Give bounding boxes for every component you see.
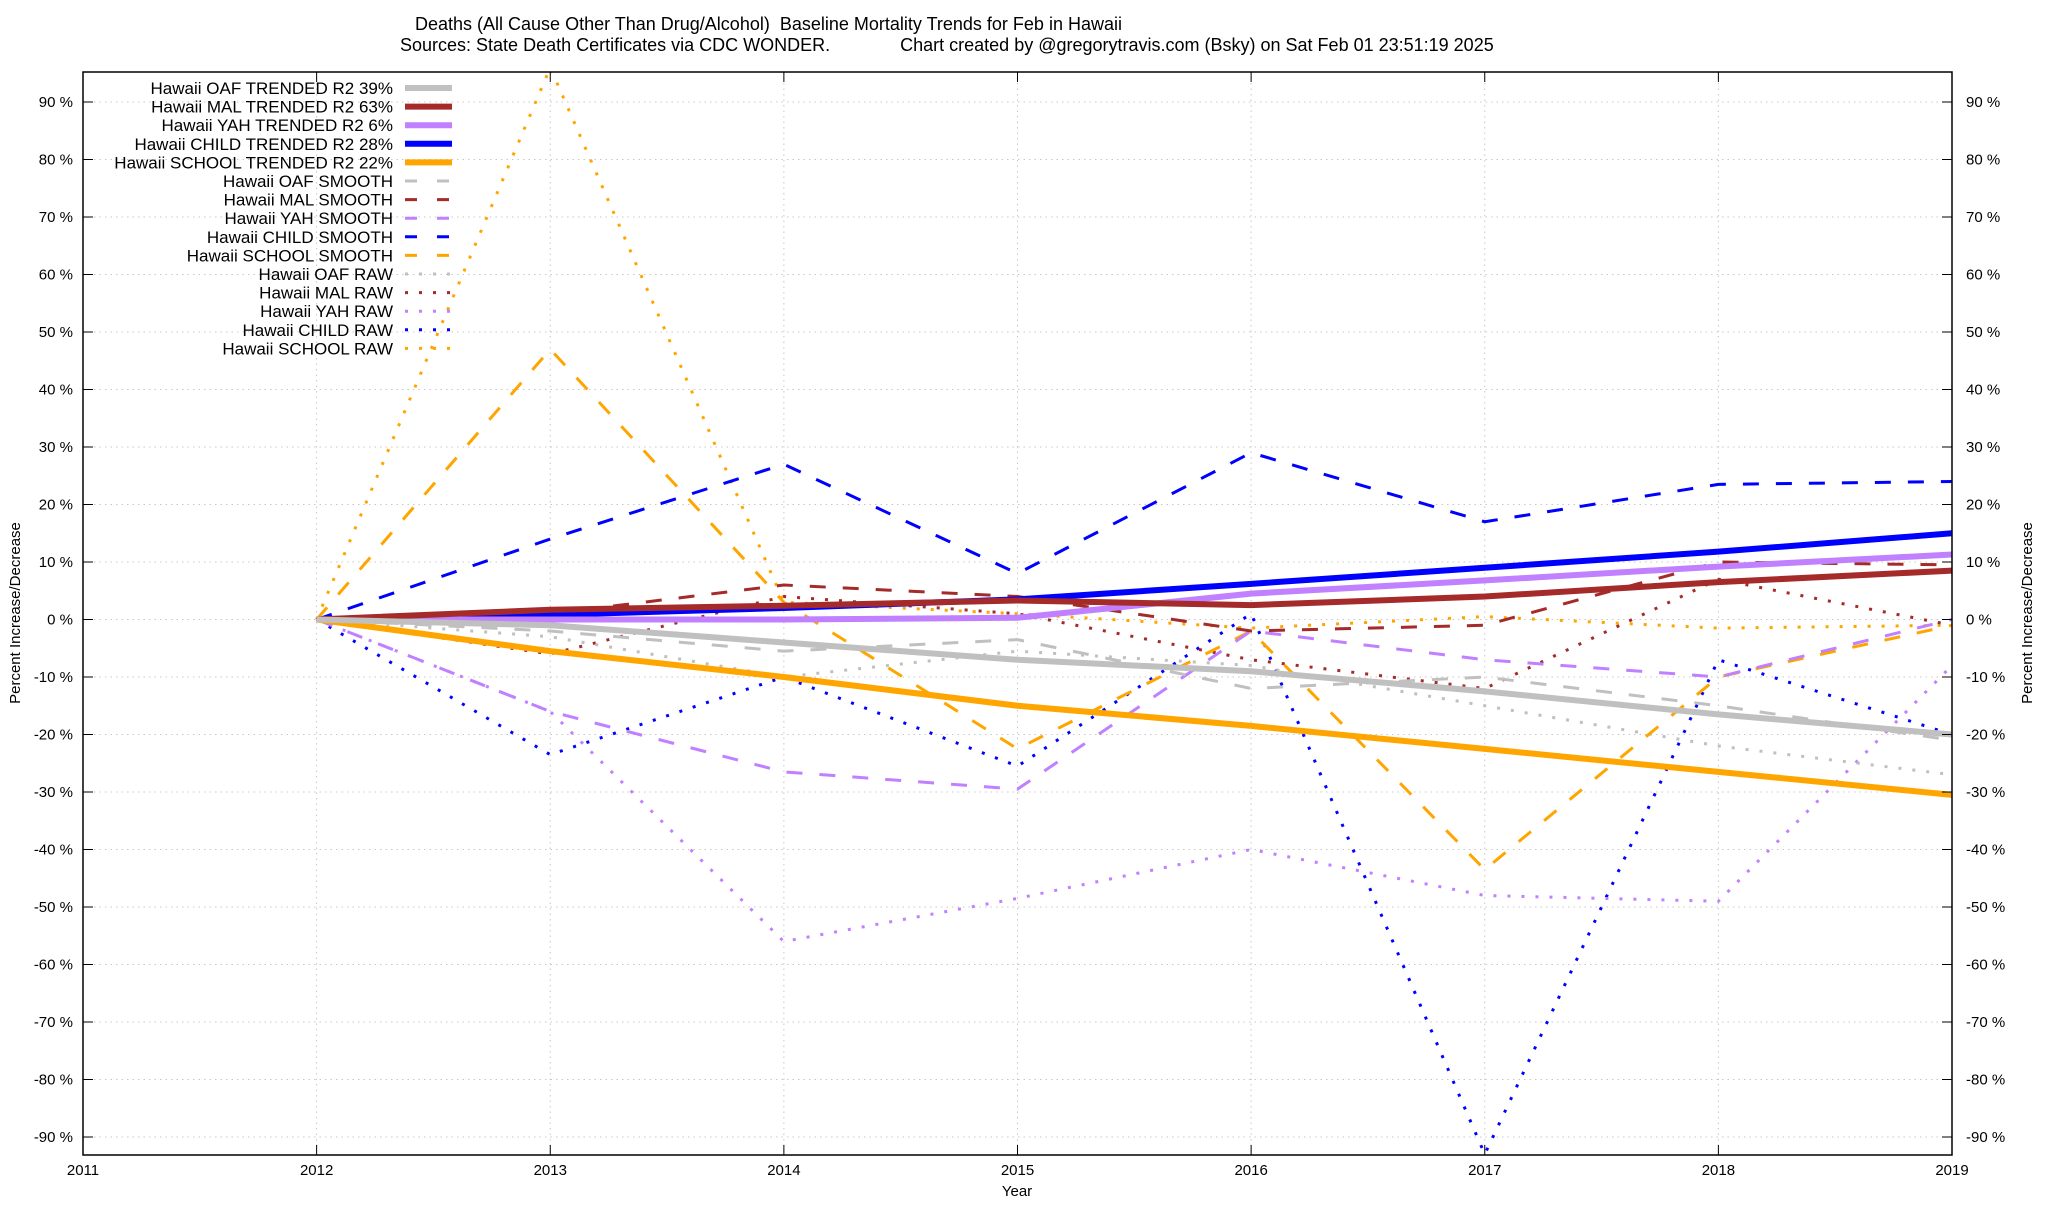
- legend-entry: Hawaii CHILD SMOOTH: [207, 228, 452, 247]
- legend-label: Hawaii OAF TRENDED R2 39%: [151, 79, 393, 98]
- legend-entry: Hawaii OAF SMOOTH: [223, 172, 452, 191]
- y-tick-label: 60 %: [39, 267, 73, 284]
- legend-entry: Hawaii MAL RAW: [259, 284, 452, 303]
- y2-tick-label: -60 %: [1966, 957, 2005, 974]
- y2-tick-label: -90 %: [1966, 1129, 2005, 1146]
- x-tick-label: 2018: [1702, 1162, 1735, 1179]
- y2-tick-label: -40 %: [1966, 842, 2005, 859]
- y2-tick-label: 0 %: [1966, 612, 1992, 629]
- legend-entry: Hawaii MAL SMOOTH: [224, 191, 452, 210]
- y2-tick-label: 40 %: [1966, 382, 2000, 399]
- legend-label: Hawaii YAH RAW: [260, 302, 393, 321]
- y2-tick-label: 80 %: [1966, 152, 2000, 169]
- series-line-hawaii-yah-smooth: [316, 618, 1952, 791]
- y-tick-label: 80 %: [39, 152, 73, 169]
- legend-label: Hawaii YAH TRENDED R2 6%: [162, 116, 393, 135]
- y-tick-label: 20 %: [39, 497, 73, 514]
- legend-label: Hawaii CHILD TRENDED R2 28%: [134, 135, 393, 154]
- y-tick-label: -50 %: [34, 899, 73, 916]
- y2-tick-label: 30 %: [1966, 439, 2000, 456]
- x-tick-label: 2014: [767, 1162, 800, 1179]
- series-line-hawaii-mal-trended-r2-63: [316, 567, 1952, 623]
- x-tick-label: 2011: [67, 1162, 99, 1179]
- series-line-hawaii-school-raw: [315, 72, 1952, 630]
- y2-tick-label: 70 %: [1966, 209, 2000, 226]
- x-tick-label: 2019: [1935, 1162, 1968, 1179]
- y-tick-label: 40 %: [39, 382, 73, 399]
- legend-entry: Hawaii YAH SMOOTH: [225, 209, 452, 228]
- legend-entry: Hawaii SCHOOL SMOOTH: [187, 246, 452, 265]
- series-line-hawaii-oaf-trended-r2-39: [316, 616, 1952, 738]
- y2-tick-label: -70 %: [1966, 1014, 2005, 1031]
- legend-label: Hawaii SCHOOL RAW: [222, 339, 393, 358]
- y-axis-label: Percent Increase/Decrease: [7, 522, 24, 704]
- axis-ticks: 90 % 90 % 80 % 80 % 70 % 70 % 60 % 60 % 50 % 50 %…: [34, 72, 2005, 1179]
- legend-label: Hawaii MAL TRENDED R2 63%: [151, 98, 393, 117]
- x-tick-label: 2015: [1001, 1162, 1034, 1179]
- y-tick-label: 30 %: [39, 439, 73, 456]
- legend-entry: Hawaii CHILD TRENDED R2 28%: [134, 135, 452, 154]
- legend-entry: Hawaii CHILD RAW: [242, 321, 452, 340]
- y-tick-label: 10 %: [39, 554, 73, 571]
- y2-tick-label: -20 %: [1966, 727, 2005, 744]
- series-line-hawaii-school-trended-r2-22: [316, 616, 1952, 798]
- y2-tick-label: 60 %: [1966, 267, 2000, 284]
- series-lines: [315, 72, 1952, 1155]
- series-line-hawaii-child-smooth: [316, 451, 1952, 621]
- y2-tick-label: 20 %: [1966, 497, 2000, 514]
- legend-entry: Hawaii MAL TRENDED R2 63%: [151, 98, 452, 117]
- grid: [83, 72, 1952, 1155]
- legend-label: Hawaii OAF RAW: [259, 265, 393, 284]
- x-axis-label: Year: [1002, 1183, 1032, 1200]
- legend-entry: Hawaii YAH TRENDED R2 6%: [162, 116, 452, 135]
- y2-tick-label: -10 %: [1966, 669, 2005, 686]
- y-tick-label: -60 %: [34, 957, 73, 974]
- series-line-hawaii-oaf-smooth: [316, 618, 1952, 742]
- y-tick-label: -30 %: [34, 784, 73, 801]
- legend-label: Hawaii CHILD SMOOTH: [207, 228, 393, 247]
- legend-label: Hawaii MAL SMOOTH: [224, 191, 393, 210]
- series-line-hawaii-child-raw: [315, 612, 1952, 1155]
- legend-label: Hawaii CHILD RAW: [242, 321, 393, 340]
- legend-label: Hawaii SCHOOL TRENDED R2 22%: [114, 153, 393, 172]
- x-tick-label: 2013: [534, 1162, 567, 1179]
- series-line-hawaii-mal-raw: [316, 577, 1952, 690]
- legend-label: Hawaii MAL RAW: [259, 284, 393, 303]
- legend-label: Hawaii YAH SMOOTH: [225, 209, 393, 228]
- legend-label: Hawaii SCHOOL SMOOTH: [187, 246, 393, 265]
- x-tick-label: 2012: [300, 1162, 333, 1179]
- y2-tick-label: 10 %: [1966, 554, 2000, 571]
- y-tick-label: -90 %: [34, 1129, 73, 1146]
- y-tick-label: 0 %: [47, 612, 73, 629]
- series-line-hawaii-child-trended-r2-28: [316, 530, 1952, 623]
- chart-subtitle: Sources: State Death Certificates via CD…: [400, 35, 1494, 55]
- x-tick-label: 2017: [1468, 1162, 1501, 1179]
- y-tick-label: 50 %: [39, 324, 73, 341]
- legend-entry: Hawaii OAF RAW: [259, 265, 452, 284]
- x-tick-label: 2016: [1234, 1162, 1267, 1179]
- legend-label: Hawaii OAF SMOOTH: [223, 172, 393, 191]
- y-tick-label: -80 %: [34, 1072, 73, 1089]
- y2-tick-label: 90 %: [1966, 94, 2000, 111]
- legend-entry: Hawaii OAF TRENDED R2 39%: [151, 79, 452, 98]
- y-tick-label: -10 %: [34, 669, 73, 686]
- y2-tick-label: -50 %: [1966, 899, 2005, 916]
- y2-axis-label: Percent Increase/Decrease: [2019, 522, 2036, 704]
- y-tick-label: -70 %: [34, 1014, 73, 1031]
- y-tick-label: 70 %: [39, 209, 73, 226]
- y2-tick-label: -30 %: [1966, 784, 2005, 801]
- y2-tick-label: 50 %: [1966, 324, 2000, 341]
- legend-entry: Hawaii SCHOOL RAW: [222, 339, 452, 358]
- y-tick-label: -20 %: [34, 727, 73, 744]
- y-tick-label: -40 %: [34, 842, 73, 859]
- legend-entry: Hawaii SCHOOL TRENDED R2 22%: [114, 153, 452, 172]
- y-tick-label: 90 %: [39, 94, 73, 111]
- y2-tick-label: -80 %: [1966, 1072, 2005, 1089]
- chart-title: Deaths (All Cause Other Than Drug/Alcoho…: [415, 14, 1122, 34]
- legend-entry: Hawaii YAH RAW: [260, 302, 452, 321]
- legend: Hawaii OAF TRENDED R2 39%Hawaii MAL TREN…: [114, 79, 452, 358]
